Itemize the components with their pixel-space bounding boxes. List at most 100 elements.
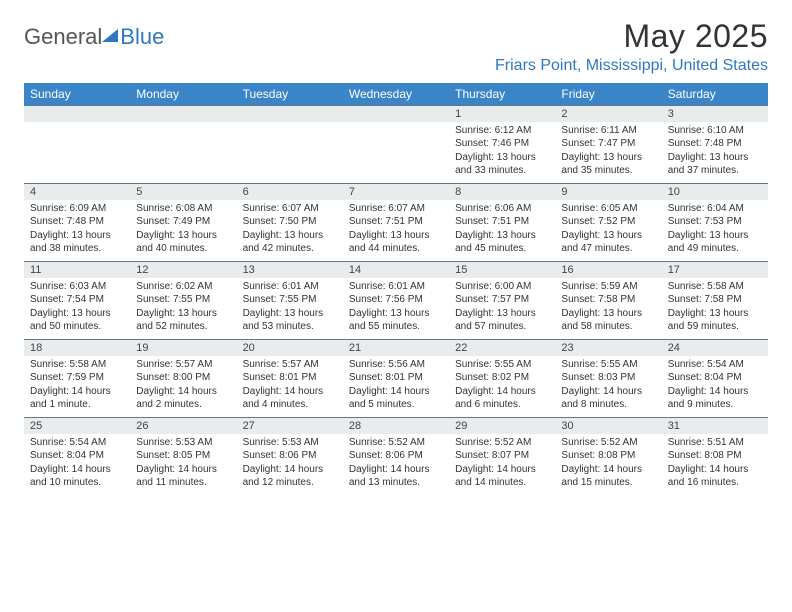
day-number: 7 — [343, 184, 449, 200]
sunrise-text: Sunrise: 6:01 AM — [243, 280, 337, 294]
day-cell: Sunrise: 5:53 AMSunset: 8:05 PMDaylight:… — [130, 434, 236, 496]
day-cell: Sunrise: 6:12 AMSunset: 7:46 PMDaylight:… — [449, 122, 555, 184]
day-cell: Sunrise: 6:04 AMSunset: 7:53 PMDaylight:… — [662, 200, 768, 262]
weekday-header: Monday — [130, 83, 236, 106]
day-cell: Sunrise: 6:01 AMSunset: 7:55 PMDaylight:… — [237, 278, 343, 340]
sunset-text: Sunset: 7:47 PM — [561, 137, 655, 151]
day-cell: Sunrise: 6:10 AMSunset: 7:48 PMDaylight:… — [662, 122, 768, 184]
day-number: 21 — [343, 340, 449, 356]
weekday-header: Saturday — [662, 83, 768, 106]
day-cell: Sunrise: 5:55 AMSunset: 8:03 PMDaylight:… — [555, 356, 661, 418]
daylight-text: Daylight: 13 hours and 38 minutes. — [30, 229, 124, 256]
day-cell: Sunrise: 5:52 AMSunset: 8:08 PMDaylight:… — [555, 434, 661, 496]
day-cell — [130, 122, 236, 184]
sunrise-text: Sunrise: 6:05 AM — [561, 202, 655, 216]
sunrise-text: Sunrise: 5:59 AM — [561, 280, 655, 294]
sunset-text: Sunset: 7:51 PM — [455, 215, 549, 229]
sunset-text: Sunset: 7:53 PM — [668, 215, 762, 229]
sunset-text: Sunset: 7:46 PM — [455, 137, 549, 151]
sunrise-text: Sunrise: 5:53 AM — [136, 436, 230, 450]
sunrise-text: Sunrise: 6:06 AM — [455, 202, 549, 216]
day-number: 29 — [449, 418, 555, 434]
daylight-text: Daylight: 13 hours and 53 minutes. — [243, 307, 337, 334]
day-cell: Sunrise: 5:52 AMSunset: 8:06 PMDaylight:… — [343, 434, 449, 496]
triangle-icon — [102, 29, 118, 42]
sunrise-text: Sunrise: 5:54 AM — [668, 358, 762, 372]
sunrise-text: Sunrise: 6:07 AM — [349, 202, 443, 216]
day-number: 25 — [24, 418, 130, 434]
day-number: 1 — [449, 106, 555, 122]
day-info-row: Sunrise: 6:03 AMSunset: 7:54 PMDaylight:… — [24, 278, 768, 340]
sunrise-text: Sunrise: 5:54 AM — [30, 436, 124, 450]
daylight-text: Daylight: 13 hours and 59 minutes. — [668, 307, 762, 334]
calendar-page: General Blue May 2025 Friars Point, Miss… — [0, 0, 792, 496]
month-title: May 2025 — [495, 18, 768, 55]
day-cell: Sunrise: 5:57 AMSunset: 8:00 PMDaylight:… — [130, 356, 236, 418]
day-cell: Sunrise: 5:59 AMSunset: 7:58 PMDaylight:… — [555, 278, 661, 340]
day-cell: Sunrise: 6:06 AMSunset: 7:51 PMDaylight:… — [449, 200, 555, 262]
sunset-text: Sunset: 8:02 PM — [455, 371, 549, 385]
day-number: 23 — [555, 340, 661, 356]
sunset-text: Sunset: 8:03 PM — [561, 371, 655, 385]
daylight-text: Daylight: 14 hours and 10 minutes. — [30, 463, 124, 490]
day-cell: Sunrise: 5:52 AMSunset: 8:07 PMDaylight:… — [449, 434, 555, 496]
day-number: 15 — [449, 262, 555, 278]
day-cell: Sunrise: 5:58 AMSunset: 7:59 PMDaylight:… — [24, 356, 130, 418]
sunset-text: Sunset: 8:04 PM — [668, 371, 762, 385]
day-cell — [24, 122, 130, 184]
sunrise-text: Sunrise: 5:52 AM — [561, 436, 655, 450]
day-number: 24 — [662, 340, 768, 356]
sunrise-text: Sunrise: 5:57 AM — [136, 358, 230, 372]
daylight-text: Daylight: 14 hours and 9 minutes. — [668, 385, 762, 412]
day-number: 26 — [130, 418, 236, 434]
daylight-text: Daylight: 13 hours and 37 minutes. — [668, 151, 762, 178]
daylight-text: Daylight: 13 hours and 47 minutes. — [561, 229, 655, 256]
daylight-text: Daylight: 13 hours and 50 minutes. — [30, 307, 124, 334]
sunrise-text: Sunrise: 5:58 AM — [30, 358, 124, 372]
day-number-row: 25262728293031 — [24, 418, 768, 434]
daylight-text: Daylight: 13 hours and 55 minutes. — [349, 307, 443, 334]
day-info-row: Sunrise: 5:58 AMSunset: 7:59 PMDaylight:… — [24, 356, 768, 418]
day-number: 13 — [237, 262, 343, 278]
sunset-text: Sunset: 7:58 PM — [668, 293, 762, 307]
day-cell: Sunrise: 5:55 AMSunset: 8:02 PMDaylight:… — [449, 356, 555, 418]
daylight-text: Daylight: 13 hours and 44 minutes. — [349, 229, 443, 256]
day-cell: Sunrise: 6:02 AMSunset: 7:55 PMDaylight:… — [130, 278, 236, 340]
daylight-text: Daylight: 13 hours and 52 minutes. — [136, 307, 230, 334]
daylight-text: Daylight: 14 hours and 15 minutes. — [561, 463, 655, 490]
day-cell: Sunrise: 6:01 AMSunset: 7:56 PMDaylight:… — [343, 278, 449, 340]
sunrise-text: Sunrise: 5:55 AM — [455, 358, 549, 372]
sunrise-text: Sunrise: 6:09 AM — [30, 202, 124, 216]
sunset-text: Sunset: 8:00 PM — [136, 371, 230, 385]
sunrise-text: Sunrise: 6:02 AM — [136, 280, 230, 294]
daylight-text: Daylight: 13 hours and 49 minutes. — [668, 229, 762, 256]
day-cell: Sunrise: 5:51 AMSunset: 8:08 PMDaylight:… — [662, 434, 768, 496]
day-cell: Sunrise: 5:56 AMSunset: 8:01 PMDaylight:… — [343, 356, 449, 418]
sunset-text: Sunset: 7:48 PM — [668, 137, 762, 151]
daylight-text: Daylight: 13 hours and 57 minutes. — [455, 307, 549, 334]
day-number: 10 — [662, 184, 768, 200]
day-number: 22 — [449, 340, 555, 356]
day-number-row: 11121314151617 — [24, 262, 768, 278]
day-cell: Sunrise: 5:58 AMSunset: 7:58 PMDaylight:… — [662, 278, 768, 340]
daylight-text: Daylight: 14 hours and 16 minutes. — [668, 463, 762, 490]
day-number: 6 — [237, 184, 343, 200]
sunset-text: Sunset: 8:05 PM — [136, 449, 230, 463]
weekday-header: Friday — [555, 83, 661, 106]
sunset-text: Sunset: 8:01 PM — [349, 371, 443, 385]
day-cell: Sunrise: 5:57 AMSunset: 8:01 PMDaylight:… — [237, 356, 343, 418]
day-number: 27 — [237, 418, 343, 434]
day-cell: Sunrise: 6:08 AMSunset: 7:49 PMDaylight:… — [130, 200, 236, 262]
daylight-text: Daylight: 13 hours and 45 minutes. — [455, 229, 549, 256]
sunrise-text: Sunrise: 5:58 AM — [668, 280, 762, 294]
day-cell: Sunrise: 6:07 AMSunset: 7:50 PMDaylight:… — [237, 200, 343, 262]
sunrise-text: Sunrise: 5:57 AM — [243, 358, 337, 372]
brand-logo: General Blue — [24, 18, 164, 50]
day-number: 16 — [555, 262, 661, 278]
day-number — [343, 106, 449, 122]
sunrise-text: Sunrise: 5:53 AM — [243, 436, 337, 450]
day-number: 18 — [24, 340, 130, 356]
day-number — [237, 106, 343, 122]
day-number: 4 — [24, 184, 130, 200]
day-cell — [237, 122, 343, 184]
